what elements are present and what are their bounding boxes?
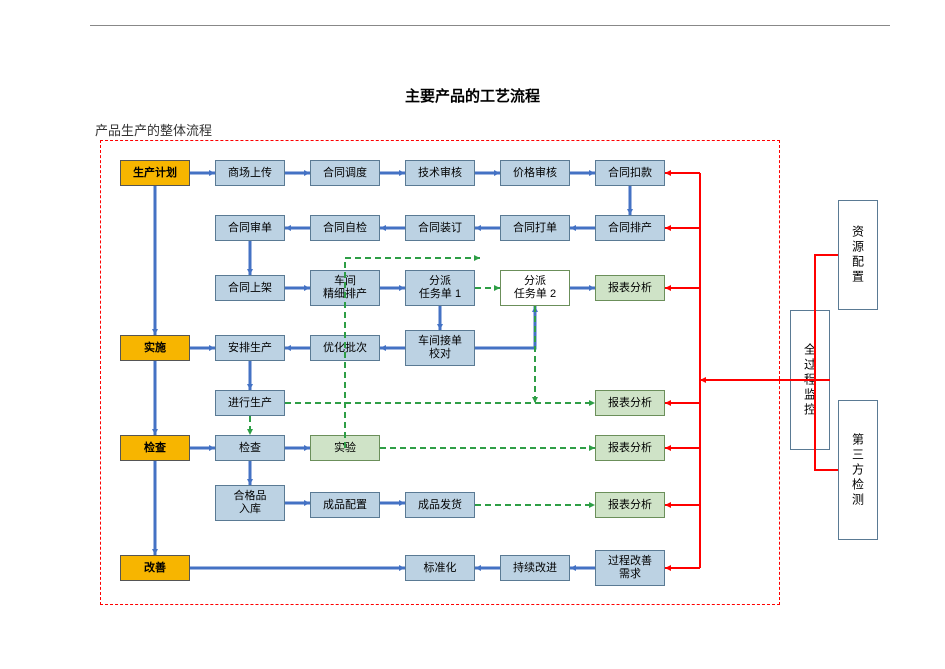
step-improve-need-label: 过程改善需求 [608,555,652,580]
report-3: 报表分析 [595,435,665,461]
step-contract-audit: 合同审单 [215,215,285,241]
step-contract-selfcheck: 合同自检 [310,215,380,241]
report-4: 报表分析 [595,492,665,518]
stage-check-label: 检查 [144,442,166,455]
step-optimize-batch: 优化批次 [310,335,380,361]
step-improve-need: 过程改善需求 [595,550,665,586]
step-product-ship: 成品发货 [405,492,475,518]
side-monitor-label: 全过程监控 [802,343,819,418]
stage-implement-label: 实施 [144,342,166,355]
step-inspect: 检查 [215,435,285,461]
step-continuous-improve: 持续改进 [500,555,570,581]
stage-improve-label: 改善 [144,562,166,575]
step-arrange-prod-label: 安排生产 [228,342,272,355]
stage-plan: 生产计划 [120,160,190,186]
step-upload-label: 商场上传 [228,167,272,180]
step-price-review-label: 价格审核 [513,167,557,180]
step-workshop-schedule-label: 车间精细排产 [323,275,367,300]
step-contract-bind-label: 合同装订 [418,222,462,235]
step-contract-dispatch: 合同调度 [310,160,380,186]
step-contract-deduct: 合同扣款 [595,160,665,186]
page-subtitle: 产品生产的整体流程 [95,120,212,139]
step-contract-print-label: 合同打单 [513,222,557,235]
step-produce-label: 进行生产 [228,397,272,410]
stage-check: 检查 [120,435,190,461]
step-product-config: 成品配置 [310,492,380,518]
side-resource-label: 资源配置 [850,225,867,285]
report-1: 报表分析 [595,275,665,301]
step-workshop-schedule: 车间精细排产 [310,270,380,306]
step-contract-selfcheck-label: 合同自检 [323,222,367,235]
step-task2: 分派任务单 2 [500,270,570,306]
step-task1: 分派任务单 1 [405,270,475,306]
step-arrange-prod: 安排生产 [215,335,285,361]
report-2: 报表分析 [595,390,665,416]
step-continuous-improve-label: 持续改进 [513,562,557,575]
step-contract-schedule-label: 合同排产 [608,222,652,235]
top-rule [90,25,890,26]
step-standardize: 标准化 [405,555,475,581]
side-third: 第三方检测 [838,400,878,540]
step-contract-bind: 合同装订 [405,215,475,241]
step-produce: 进行生产 [215,390,285,416]
report-2-label: 报表分析 [608,397,652,410]
step-standardize-label: 标准化 [424,562,457,575]
step-tech-review: 技术审核 [405,160,475,186]
step-contract-audit-label: 合同审单 [228,222,272,235]
step-experiment: 实验 [310,435,380,461]
step-product-ship-label: 成品发货 [418,499,462,512]
side-resource: 资源配置 [838,200,878,310]
report-4-label: 报表分析 [608,499,652,512]
side-third-label: 第三方检测 [850,433,867,508]
step-experiment-label: 实验 [334,442,356,455]
flow-boundary [100,140,780,605]
stage-implement: 实施 [120,335,190,361]
step-contract-deduct-label: 合同扣款 [608,167,652,180]
side-monitor: 全过程监控 [790,310,830,450]
step-contract-print: 合同打单 [500,215,570,241]
step-qualified-in-label: 合格品入库 [234,490,267,515]
step-contract-shelf-label: 合同上架 [228,282,272,295]
step-tech-review-label: 技术审核 [418,167,462,180]
page-title: 主要产品的工艺流程 [0,85,945,106]
step-upload: 商场上传 [215,160,285,186]
step-optimize-batch-label: 优化批次 [323,342,367,355]
step-contract-schedule: 合同排产 [595,215,665,241]
step-contract-shelf: 合同上架 [215,275,285,301]
step-price-review: 价格审核 [500,160,570,186]
step-qualified-in: 合格品入库 [215,485,285,521]
stage-improve: 改善 [120,555,190,581]
step-product-config-label: 成品配置 [323,499,367,512]
step-workshop-check-label: 车间接单校对 [418,335,462,360]
step-inspect-label: 检查 [239,442,261,455]
report-3-label: 报表分析 [608,442,652,455]
step-task1-label: 分派任务单 1 [419,275,461,300]
report-1-label: 报表分析 [608,282,652,295]
step-contract-dispatch-label: 合同调度 [323,167,367,180]
stage-plan-label: 生产计划 [133,167,177,180]
step-workshop-check: 车间接单校对 [405,330,475,366]
step-task2-label: 分派任务单 2 [514,275,556,300]
